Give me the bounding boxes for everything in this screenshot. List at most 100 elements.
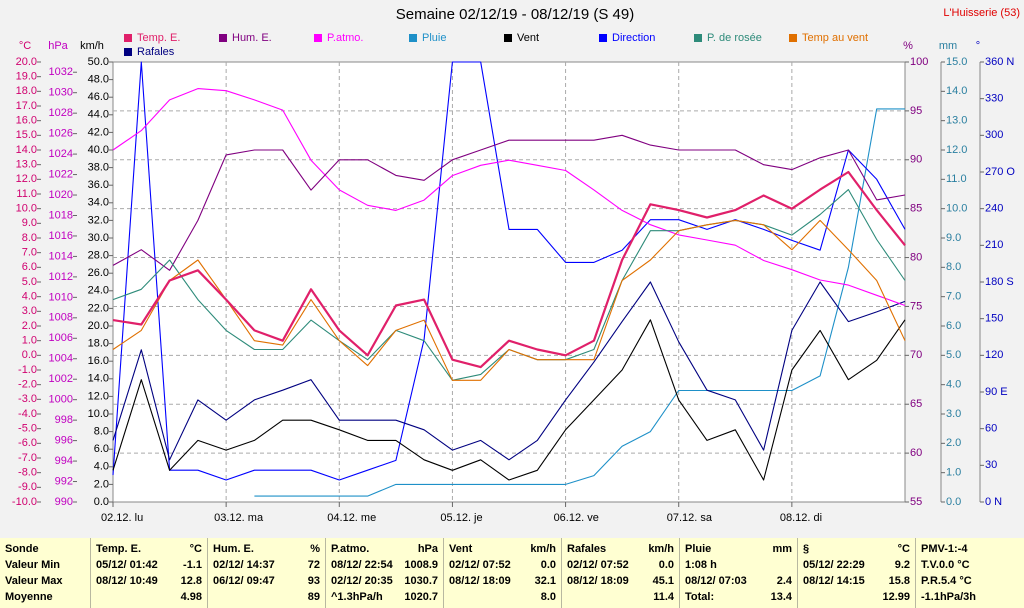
y-tick-label: 10.0 xyxy=(88,408,109,420)
y-tick-label: 1000 xyxy=(49,394,73,406)
y-tick-label: 9.0 xyxy=(946,232,961,244)
cell-right: 8.0 xyxy=(540,591,556,603)
legend-swatch xyxy=(124,34,132,42)
summary-header: Hum. E.% xyxy=(213,541,320,557)
y-tick-label: 1026 xyxy=(49,128,73,140)
summary-cell: 08/12/ 07:03 2.4 xyxy=(685,573,792,589)
y-tick-label: 1018 xyxy=(49,209,73,221)
summary-cell: Valeur Min xyxy=(5,557,85,573)
y-tick-label: -8.0 xyxy=(18,467,37,479)
cell-left: 05/12/ 01:42 xyxy=(96,559,158,571)
group-name: PMV-1:-4 xyxy=(921,543,968,555)
legend-label: Pluie xyxy=(422,32,446,44)
x-tick-label: 08.12. di xyxy=(780,512,822,524)
legend-label: P. de rosée xyxy=(707,32,762,44)
x-tick-label: 07.12. sa xyxy=(667,512,713,524)
series-line xyxy=(112,134,906,271)
summary-cell: Moyenne xyxy=(5,589,85,605)
legend-swatch xyxy=(694,34,702,42)
y-tick-label: 330 xyxy=(985,93,1003,105)
y-tick-label: 19.0 xyxy=(16,71,37,83)
summary-header: Pluie mm xyxy=(685,541,792,557)
y-tick-label: 1020 xyxy=(49,189,73,201)
legend-label: Temp. E. xyxy=(137,32,180,44)
group-name: Hum. E. xyxy=(213,543,254,555)
cell-left: P.R.5.4 °C xyxy=(921,575,972,587)
y-tick-label: 20.0 xyxy=(16,56,37,68)
y-tick-label: 65 xyxy=(910,398,922,410)
legend-swatch xyxy=(599,34,607,42)
y-tick-label: 100 xyxy=(910,56,928,68)
legend-swatch xyxy=(314,34,322,42)
cell-right: 9.2 xyxy=(894,559,910,571)
y-tick-label: 210 xyxy=(985,239,1003,251)
group-name: Pluie xyxy=(685,543,712,555)
cell-right: 12.8 xyxy=(180,575,202,587)
y-tick-label: 8.0 xyxy=(946,261,961,273)
summary-column: § °C 05/12/ 22:29 9.2 08/12/ 14:15 15.8 12.99 xyxy=(797,538,915,608)
summary-header: § °C xyxy=(803,541,910,557)
y-tick-label: 30.0 xyxy=(88,232,109,244)
summary-header: Temp. E. °C xyxy=(96,541,202,557)
y-tick-label: 1032 xyxy=(49,66,73,78)
cell-left: 02/12/ 20:35 xyxy=(331,575,393,587)
y-tick-label: 26.0 xyxy=(88,267,109,279)
y-tick-label: 1028 xyxy=(49,107,73,119)
y-tick-label: 5.0 xyxy=(22,276,37,288)
cell-right: 15.8 xyxy=(888,575,910,587)
summary-cell: 02/12/ 20:35 1030.7 xyxy=(331,573,438,589)
chart-title: Semaine 02/12/19 - 08/12/19 (S 49) xyxy=(396,6,635,23)
summary-cell: 02/12/ 07:52 0.0 xyxy=(449,557,556,573)
cell-right: 1008.9 xyxy=(404,559,438,571)
y-tick-label: 996 xyxy=(55,435,73,447)
summary-cell: 08/12/ 10:49 12.8 xyxy=(96,573,202,589)
cell-right: 93 xyxy=(307,575,320,587)
axis-unit-label: hPa xyxy=(48,40,68,52)
series-line xyxy=(112,88,906,307)
y-tick-label: 360 N xyxy=(985,56,1014,68)
legend-swatch xyxy=(219,34,227,42)
y-tick-label: -10.0 xyxy=(12,496,37,508)
summary-cell: Total: 13.4 xyxy=(685,589,792,605)
y-tick-label: 6.0 xyxy=(946,320,961,332)
y-tick-label: 270 O xyxy=(985,166,1015,178)
summary-cell: 02/12/ 14:37 72 xyxy=(213,557,320,573)
row-label: Moyenne xyxy=(5,591,53,603)
y-tick-label: 1012 xyxy=(49,271,73,283)
y-tick-label: -4.0 xyxy=(18,408,37,420)
cell-right: 1030.7 xyxy=(404,575,438,587)
cell-right: 12.99 xyxy=(882,591,910,603)
cell-left: 08/12/ 07:03 xyxy=(685,575,747,587)
group-unit: % xyxy=(310,543,320,555)
y-tick-label: -9.0 xyxy=(18,481,37,493)
x-tick-label: 02.12. lu xyxy=(101,512,143,524)
axis-unit-label: % xyxy=(903,40,913,52)
summary-column: Hum. E.% 02/12/ 14:37 72 06/12/ 09:47 93 89 xyxy=(207,538,325,608)
y-tick-label: 1.0 xyxy=(946,467,961,479)
group-name: Vent xyxy=(449,543,473,555)
summary-column: P.atmo. hPa 08/12/ 22:54 1008.9 02/12/ 20:35… xyxy=(325,538,443,608)
y-tick-label: 8.0 xyxy=(22,232,37,244)
cell-left: Total: xyxy=(685,591,715,603)
cell-right: 13.4 xyxy=(770,591,792,603)
series-line xyxy=(112,319,906,481)
summary-column: Sonde Valeur Min Valeur Max Moyenne xyxy=(0,538,90,608)
y-tick-label: 150 xyxy=(985,313,1003,325)
summary-column: Temp. E. °C 05/12/ 01:42 -1.1 08/12/ 10:49 12… xyxy=(90,538,207,608)
cell-right: 89 xyxy=(307,591,320,603)
y-tick-label: -7.0 xyxy=(18,452,37,464)
legend-label: P.atmo. xyxy=(327,32,364,44)
group-unit: °C xyxy=(897,543,910,555)
group-unit: mm xyxy=(772,543,792,555)
cell-left: 06/12/ 09:47 xyxy=(213,575,275,587)
y-tick-label: 10.0 xyxy=(16,203,37,215)
y-tick-label: 13.0 xyxy=(16,159,37,171)
y-tick-label: 990 xyxy=(55,496,73,508)
cell-left: 05/12/ 22:29 xyxy=(803,559,865,571)
series-line xyxy=(254,108,905,497)
y-tick-label: 9.0 xyxy=(22,217,37,229)
y-tick-label: 1.0 xyxy=(22,335,37,347)
y-tick-label: 10.0 xyxy=(946,203,967,215)
y-tick-label: 55 xyxy=(910,496,922,508)
